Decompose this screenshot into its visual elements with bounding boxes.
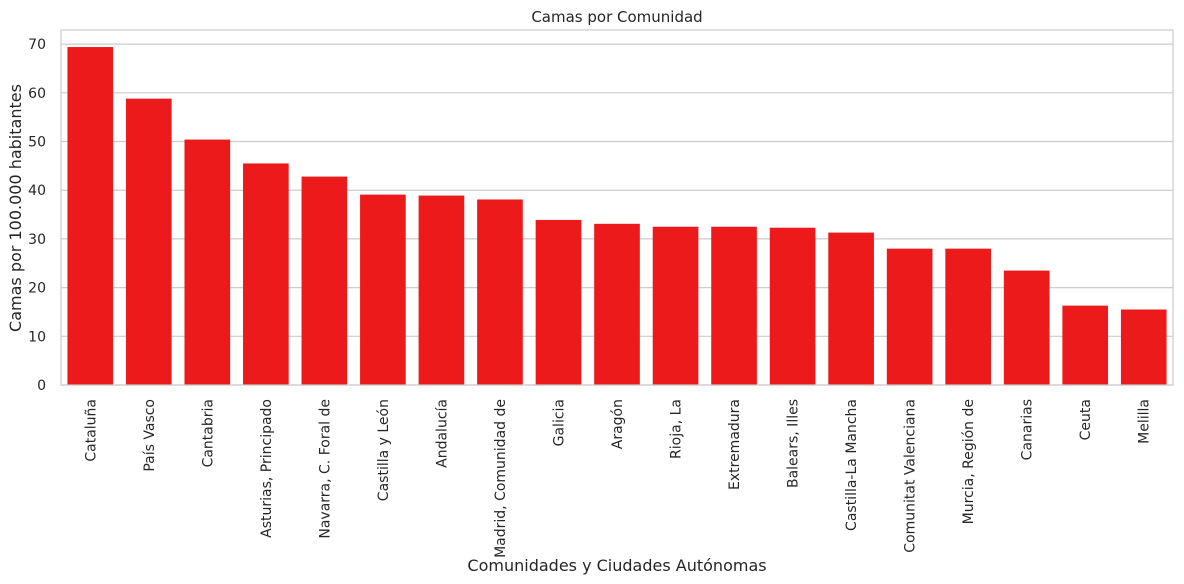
- y-tick-label: 40: [28, 183, 46, 199]
- bar: [945, 248, 991, 385]
- bar: [886, 248, 933, 385]
- y-tick-label: 60: [28, 86, 46, 102]
- bar: [828, 232, 874, 385]
- x-tick-label: Rioja, La: [669, 399, 685, 459]
- y-tick-labels: 0 10 20 30 40 50 60 70: [28, 37, 46, 394]
- x-tick-label: Balears, Illes: [786, 399, 802, 488]
- x-tick-label: País Vasco: [142, 399, 158, 472]
- chart-title: Camas por Comunidad: [531, 8, 702, 26]
- x-tick-labels: Cataluña País Vasco Cantabria Asturias, Pri…: [83, 399, 1152, 558]
- bar: [243, 163, 289, 385]
- bar: [1062, 305, 1109, 385]
- bar: [535, 219, 582, 385]
- bar: [1120, 309, 1167, 385]
- bar: [67, 47, 114, 386]
- plot-frame: [60, 29, 1174, 386]
- y-tick-label: 0: [37, 378, 46, 394]
- bar: [1003, 270, 1050, 385]
- x-tick-label: Ceuta: [1078, 399, 1094, 440]
- y-axis-label: Camas por 100.000 habitantes: [6, 84, 25, 332]
- y-tick-label: 30: [28, 232, 46, 248]
- bar: [711, 226, 757, 385]
- x-tick-label: Asturias, Principado: [259, 399, 275, 538]
- bar: [301, 176, 348, 385]
- y-tick-label: 10: [28, 329, 46, 345]
- x-tick-label: Madrid, Comunidad de: [493, 399, 509, 558]
- bar: [184, 139, 231, 385]
- x-tick-label: Melilla: [1137, 399, 1153, 444]
- bar: [477, 199, 523, 385]
- bar: [125, 98, 172, 386]
- y-tick-label: 70: [28, 37, 46, 53]
- x-tick-label: Aragón: [610, 399, 626, 449]
- x-tick-label: Canarias: [1020, 399, 1036, 460]
- x-tick-label: Extremadura: [727, 399, 743, 490]
- x-tick-label: Castilla y León: [376, 399, 392, 501]
- x-tick-label: Cantabria: [200, 399, 216, 467]
- x-tick-label: Andalucía: [434, 399, 450, 468]
- bar: [594, 223, 640, 385]
- bars: [67, 47, 1167, 386]
- bar: [360, 194, 406, 385]
- bar: [652, 226, 699, 385]
- x-tick-label: Navarra, C. Foral de: [317, 399, 333, 539]
- x-tick-label: Castilla-La Mancha: [844, 399, 860, 531]
- x-tick-label: Galicia: [551, 399, 567, 446]
- x-axis-label: Comunidades y Ciudades Autónomas: [467, 556, 766, 575]
- bar: [769, 227, 816, 385]
- x-tick-label: Cataluña: [83, 399, 99, 462]
- x-tick-label: Comunitat Valenciana: [903, 399, 919, 553]
- x-tick-label: Murcia, Región de: [961, 399, 977, 524]
- y-tick-label: 20: [28, 281, 46, 297]
- y-tick-label: 50: [28, 135, 46, 151]
- bar: [418, 195, 465, 385]
